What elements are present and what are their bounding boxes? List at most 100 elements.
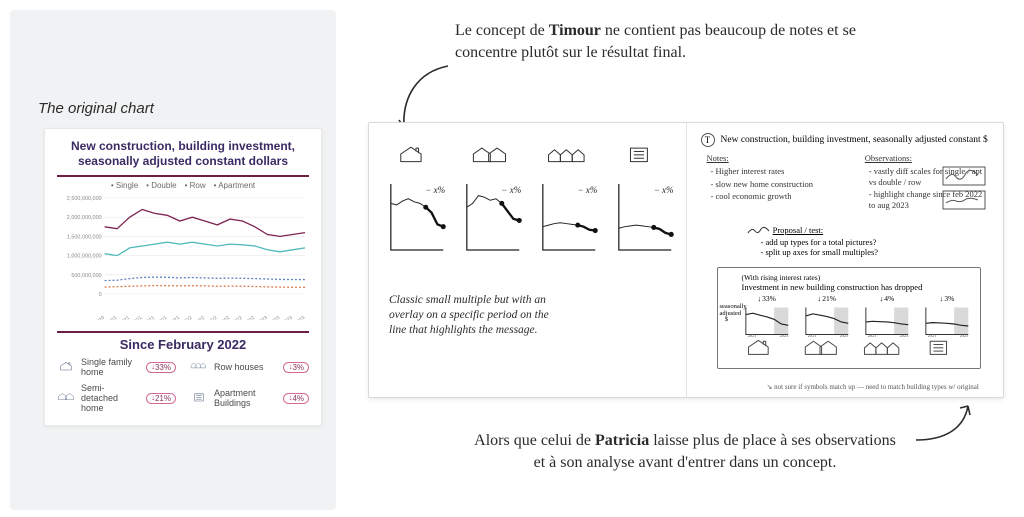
stat-item: Single family home 33% <box>57 358 176 378</box>
pct-tag: − x% <box>501 185 521 195</box>
house-icon <box>622 143 666 165</box>
house-icon <box>742 338 792 361</box>
pct-tag: − x% <box>578 185 598 195</box>
house-icon <box>57 361 75 375</box>
house-icon <box>922 338 972 361</box>
house-icon <box>190 392 208 406</box>
original-chart-legend: Single Double Row Apartment <box>57 181 309 190</box>
svg-text:2023: 2023 <box>839 333 848 338</box>
box-title: Investment in new building construction … <box>742 282 923 292</box>
stat-pct: 4% <box>283 393 309 404</box>
stat-item: Apartment Buildings 4% <box>190 384 309 414</box>
small-multiple: − x% <box>385 145 447 255</box>
pct-tag: − x% <box>654 185 674 195</box>
legend-item: Single <box>111 181 138 190</box>
stat-pct: 33% <box>146 362 176 373</box>
legend-item: Apartment <box>214 181 256 190</box>
box-mini-chart: 2021 2023 <box>862 304 912 338</box>
house-icon <box>862 338 912 361</box>
annotation-timour: Le concept de Timour ne contient pas bea… <box>455 20 875 63</box>
box-house-icons <box>742 338 973 361</box>
stat-pct: 21% <box>146 393 176 404</box>
box-mini-pct: 4% <box>879 294 894 303</box>
annotation-patricia: Alors que celui de Patricia laisse plus … <box>470 430 900 473</box>
stat-pct: 3% <box>283 362 309 373</box>
box-mini-pct: 3% <box>940 294 955 303</box>
original-chart-svg: 2,500,000,000 2,000,000,000 1,500,000,000 1… <box>57 192 309 320</box>
stat-item: Semi- detached home 21% <box>57 384 176 414</box>
proposal-item: split up axes for small multiples? <box>761 247 879 257</box>
box-mini: 33% 2021 2023 <box>742 296 792 338</box>
house-icon <box>546 143 590 165</box>
small-multiple: − x% <box>537 145 599 255</box>
svg-text:500,000,000: 500,000,000 <box>71 273 101 279</box>
svg-text:2021: 2021 <box>928 333 937 338</box>
note-item: cool economic growth <box>711 191 853 202</box>
box-mini-chart: 2021 2023 <box>802 304 852 338</box>
since-label: Since February 2022 <box>57 337 309 352</box>
sketch-page-timour: − x% − x% − x% <box>369 123 686 397</box>
svg-text:2,000,000,000: 2,000,000,000 <box>67 215 102 221</box>
timour-caption: Classic small multiple but with an overl… <box>389 293 559 338</box>
arrow-to-patricia <box>910 398 980 446</box>
box-mini: 21% 2021 2023 <box>802 296 852 338</box>
box-ylabel: seasonallyadjusted$ <box>720 304 734 324</box>
svg-text:2023: 2023 <box>779 333 788 338</box>
svg-text:2023: 2023 <box>959 333 968 338</box>
svg-text:1,500,000,000: 1,500,000,000 <box>67 234 102 240</box>
svg-text:0: 0 <box>99 292 102 298</box>
box-small-multiples: 33% 2021 2023 21% 2021 2023 4% 2021 20 <box>742 296 973 338</box>
note-item: slow new home construction <box>711 179 853 190</box>
svg-text:2021: 2021 <box>807 333 816 338</box>
sketch-page-patricia: T New construction, building investment,… <box>686 123 1004 397</box>
svg-text:2,500,000,000: 2,500,000,000 <box>67 196 102 202</box>
note-item: Higher interest rates <box>711 166 853 177</box>
box-mini-chart: 2021 2023 <box>922 304 972 338</box>
original-chart-caption: The original chart <box>38 100 154 117</box>
small-multiples-row: − x% − x% − x% <box>385 145 676 255</box>
rule <box>57 175 309 177</box>
box-mini-pct: 21% <box>817 294 836 303</box>
stat-label: Semi- detached home <box>81 384 140 414</box>
patricia-title: New construction, building investment, s… <box>721 135 988 145</box>
stat-label: Apartment Buildings <box>214 389 277 409</box>
small-multiple: − x% <box>461 145 523 255</box>
proposal-item: add up types for a total pictures? <box>761 237 879 247</box>
house-icon <box>57 392 75 406</box>
rule <box>57 331 309 333</box>
original-chart-card: New construction, building investment, s… <box>44 128 322 426</box>
notes-column: Notes: Higher interest rates slow new ho… <box>707 153 853 213</box>
house-icon <box>394 143 438 165</box>
observations-heading: Observations: <box>865 153 989 163</box>
squiggle-icon <box>747 225 771 237</box>
svg-text:2023: 2023 <box>899 333 908 338</box>
svg-text:Dec 2020: Dec 2020 <box>86 315 106 320</box>
sketch-spread: − x% − x% − x% <box>368 122 1004 398</box>
patricia-concept-box: (With rising interest rates) Investment … <box>717 267 982 369</box>
stat-label: Single family home <box>81 358 140 378</box>
stat-label: Row houses <box>214 363 277 373</box>
circled-t-icon: T <box>701 133 715 147</box>
patricia-footnote: not sure if symbols match up — need to m… <box>767 383 979 391</box>
stat-item: Row houses 3% <box>190 358 309 378</box>
box-overline: (With rising interest rates) <box>742 273 973 282</box>
proposal-heading: Proposal / test: <box>773 225 824 235</box>
box-mini: 3% 2021 2023 <box>922 296 972 338</box>
house-icon <box>190 361 208 375</box>
notes-heading: Notes: <box>707 153 853 163</box>
proposal-block: Proposal / test: add up types for a tota… <box>747 225 879 257</box>
svg-text:1,000,000,000: 1,000,000,000 <box>67 254 102 260</box>
obs-scribble-icon <box>941 165 989 225</box>
box-mini-chart: 2021 2023 <box>742 304 792 338</box>
left-panel: The original chart New construction, bui… <box>10 10 336 510</box>
box-mini: 4% 2021 2023 <box>862 296 912 338</box>
box-mini-pct: 33% <box>757 294 776 303</box>
pct-tag: − x% <box>425 185 445 195</box>
house-icon <box>470 143 514 165</box>
small-multiple: − x% <box>613 145 675 255</box>
original-chart-stats: Single family home 33% Row houses 3% Sem… <box>57 358 309 413</box>
house-icon <box>802 338 852 361</box>
svg-text:2021: 2021 <box>747 333 756 338</box>
original-chart-title: New construction, building investment, s… <box>57 139 309 169</box>
legend-item: Row <box>185 181 206 190</box>
